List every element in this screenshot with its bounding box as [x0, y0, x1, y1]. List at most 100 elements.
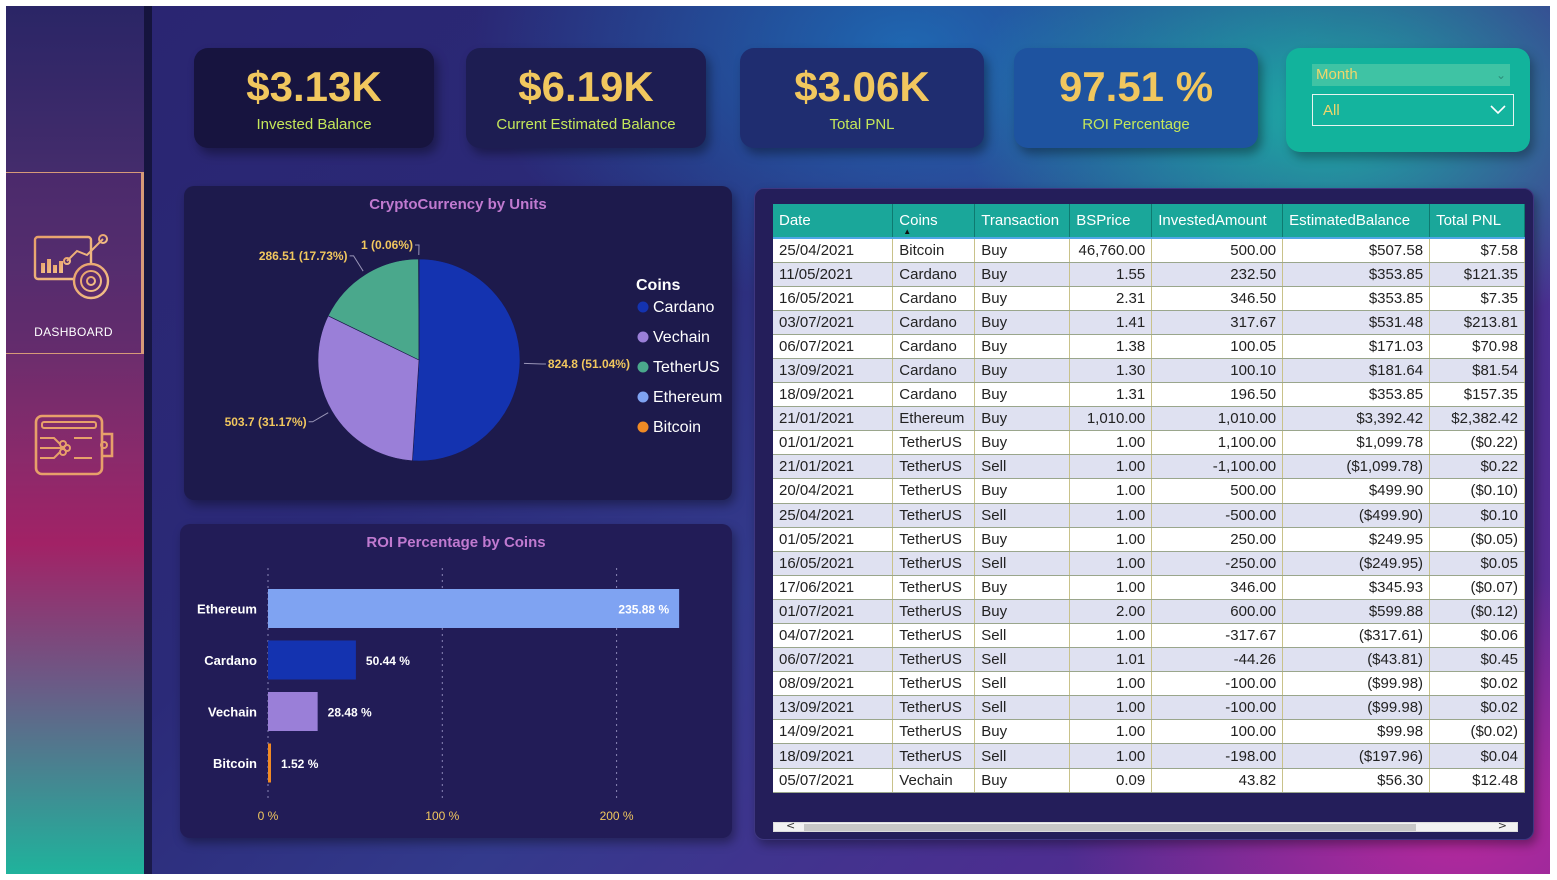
dashboard-canvas: DASHBOARD $3.13K Invested Balance — [6, 6, 1550, 874]
table-row[interactable]: 11/05/2021 Cardano Buy 1.55 232.50 $353.85 $12… — [773, 262, 1525, 287]
column-header-label: InvestedAmount — [1158, 212, 1267, 229]
legend-marker — [637, 331, 649, 343]
pie-slice-tetherus[interactable] — [327, 258, 420, 361]
table-row[interactable]: 13/09/2021 TetherUS Sell 1.00 -100.00 ($99.98… — [773, 695, 1525, 721]
legend-item-vechain[interactable]: Vechain — [637, 329, 710, 346]
slicer-header[interactable]: Month ⌄ — [1312, 64, 1510, 86]
table-cell: -198.00 — [1151, 743, 1284, 769]
sidebar-item-label: DASHBOARD — [34, 325, 113, 339]
bar-cardano[interactable] — [268, 640, 356, 680]
table-cell: ($0.12) — [1429, 599, 1525, 625]
legend-label: Cardano — [653, 299, 714, 316]
legend-item-bitcoin[interactable]: Bitcoin — [637, 419, 702, 436]
transactions-table: Date Coins ▲ Transaction BSPrice InvestedAmou… — [773, 204, 1525, 798]
table-row[interactable]: 06/07/2021 TetherUS Sell 1.01 -44.26 ($43.81)… — [773, 647, 1525, 673]
bar-bitcoin[interactable] — [268, 743, 271, 783]
table-row[interactable]: 25/04/2021 TetherUS Sell 1.00 -500.00 ($499.9… — [773, 503, 1525, 528]
legend-label: Ethereum — [653, 389, 722, 406]
table-cell: Sell — [974, 671, 1071, 697]
column-header[interactable]: Transaction — [974, 204, 1071, 239]
bar-ethereum[interactable] — [268, 589, 680, 628]
table-cell: TetherUS — [892, 695, 976, 721]
table-cell: -100.00 — [1151, 671, 1284, 697]
column-header[interactable]: BSPrice — [1069, 204, 1153, 239]
table-cell: $171.03 — [1282, 334, 1431, 359]
scrollbar-thumb[interactable] — [804, 824, 1416, 831]
table-cell: $0.02 — [1429, 671, 1525, 697]
table-cell: TetherUS — [892, 575, 976, 600]
table-row[interactable]: 01/05/2021 TetherUS Buy 1.00 250.00 $249.95 ($… — [773, 527, 1525, 552]
table-cell: ($99.98) — [1282, 695, 1431, 721]
column-header[interactable]: Coins ▲ — [892, 204, 976, 239]
table-cell: Buy — [974, 575, 1071, 600]
table-cell: 1.00 — [1069, 719, 1153, 745]
table-row[interactable]: 01/01/2021 TetherUS Buy 1.00 1,100.00 $1,099.… — [773, 430, 1525, 456]
table-row[interactable]: 20/04/2021 TetherUS Buy 1.00 500.00 $499.90 ($… — [773, 478, 1525, 504]
scroll-right-arrow[interactable]: > — [1497, 819, 1507, 832]
pie-data-label-group: 286.51 (17.73%) — [259, 249, 364, 272]
table-cell: ($0.02) — [1429, 719, 1525, 745]
table-cell: 08/09/2021 — [773, 671, 894, 697]
table-row[interactable]: 14/09/2021 TetherUS Buy 1.00 100.00 $99.98 ($0… — [773, 719, 1525, 745]
x-tick-label: 100 % — [425, 809, 459, 823]
table-cell: Buy — [974, 768, 1071, 793]
table-cell: Buy — [974, 358, 1071, 384]
table-row[interactable]: 16/05/2021 Cardano Buy 2.31 346.50 $353.85 $7.… — [773, 286, 1525, 311]
table-row[interactable]: 08/09/2021 TetherUS Sell 1.00 -100.00 ($99.98… — [773, 671, 1525, 697]
table-cell: 13/09/2021 — [773, 695, 894, 721]
table-row[interactable]: 17/06/2021 TetherUS Buy 1.00 346.00 $345.93 ($… — [773, 575, 1525, 600]
column-header[interactable]: Total PNL — [1429, 204, 1525, 239]
scroll-left-arrow[interactable]: < — [786, 819, 796, 832]
table-row[interactable]: 18/09/2021 TetherUS Sell 1.00 -198.00 ($197.9… — [773, 743, 1525, 769]
table-row[interactable]: 16/05/2021 TetherUS Sell 1.00 -250.00 ($249.9… — [773, 551, 1525, 576]
table-cell: $213.81 — [1429, 310, 1525, 335]
kpi-card-roi-percentage: 97.51 % ROI Percentage — [1014, 48, 1258, 148]
sidebar-item-dashboard[interactable]: DASHBOARD — [6, 172, 144, 354]
table-cell: 1,010.00 — [1151, 406, 1284, 432]
table-cell: ($43.81) — [1282, 647, 1431, 673]
pie-data-label: 286.51 (17.73%) — [259, 249, 348, 263]
table-cell: $12.48 — [1429, 768, 1525, 793]
column-header[interactable]: Date — [773, 204, 894, 239]
table-cell: ($0.22) — [1429, 430, 1525, 456]
table-row[interactable]: 21/01/2021 Ethereum Buy 1,010.00 1,010.00 $3,… — [773, 406, 1525, 432]
table-row[interactable]: 21/01/2021 TetherUS Sell 1.00 -1,100.00 ($1,0… — [773, 454, 1525, 480]
table-cell: $0.02 — [1429, 695, 1525, 721]
table-row[interactable]: 05/07/2021 Vechain Buy 0.09 43.82 $56.30 $12.4… — [773, 768, 1525, 793]
table-row[interactable]: 25/04/2021 Bitcoin Buy 46,760.00 500.00 $507.… — [773, 238, 1525, 263]
horizontal-scrollbar[interactable]: < > — [773, 819, 1518, 832]
legend-item-tetherus[interactable]: TetherUS — [637, 359, 720, 376]
table-cell: $499.90 — [1282, 478, 1431, 504]
column-header[interactable]: InvestedAmount — [1151, 204, 1284, 239]
table-row[interactable]: 06/07/2021 Cardano Buy 1.38 100.05 $171.03 $70… — [773, 334, 1525, 359]
table-cell: $353.85 — [1282, 286, 1431, 311]
bar-chart-panel: ROI Percentage by Coins 0 % 100 % 200 % Eth… — [180, 524, 732, 838]
month-dropdown[interactable]: All — [1312, 94, 1514, 126]
table-cell: 06/07/2021 — [773, 647, 894, 673]
bar-vechain[interactable] — [268, 692, 318, 731]
table-cell: Buy — [974, 406, 1071, 432]
pie-slice-cardano[interactable] — [412, 258, 521, 462]
sidebar-item-wallet[interactable] — [6, 406, 144, 486]
table-row[interactable]: 18/09/2021 Cardano Buy 1.31 196.50 $353.85 $15… — [773, 382, 1525, 408]
pie-slice-vechain[interactable] — [317, 315, 420, 462]
table-row[interactable]: 01/07/2021 TetherUS Buy 2.00 600.00 $599.88 ($… — [773, 599, 1525, 625]
column-header[interactable]: EstimatedBalance — [1282, 204, 1431, 239]
table-cell: Ethereum — [892, 406, 976, 432]
table-row[interactable]: 04/07/2021 TetherUS Sell 1.00 -317.67 ($317.6… — [773, 623, 1525, 649]
table-cell: 1.00 — [1069, 503, 1153, 528]
legend-item-ethereum[interactable]: Ethereum — [637, 389, 723, 406]
table-cell: ($499.90) — [1282, 503, 1431, 528]
table-cell: $0.10 — [1429, 503, 1525, 528]
table-cell: 06/07/2021 — [773, 334, 894, 359]
legend-item-cardano[interactable]: Cardano — [637, 299, 715, 316]
table-cell: TetherUS — [892, 551, 976, 576]
kpi-card-current-balance: $6.19K Current Estimated Balance — [466, 48, 706, 148]
table-row[interactable]: 13/09/2021 Cardano Buy 1.30 100.10 $181.64 $81… — [773, 358, 1525, 384]
x-tick-label: 200 % — [600, 809, 634, 823]
table-cell: 2.31 — [1069, 286, 1153, 311]
table-cell: ($317.61) — [1282, 623, 1431, 649]
table-cell: Buy — [974, 310, 1071, 335]
table-cell: Cardano — [892, 382, 976, 408]
table-row[interactable]: 03/07/2021 Cardano Buy 1.41 317.67 $531.48 $21… — [773, 310, 1525, 335]
